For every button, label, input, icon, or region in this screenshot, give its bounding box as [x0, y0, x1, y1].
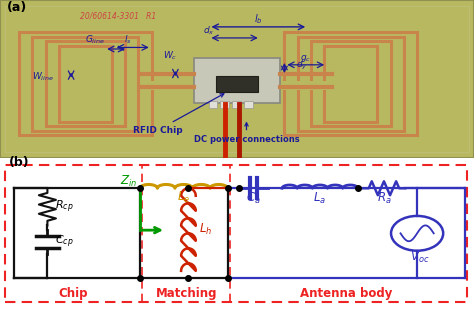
Bar: [298, 37, 404, 131]
Bar: [232, 101, 241, 108]
Text: Antenna body: Antenna body: [300, 287, 392, 300]
Text: $W_{line}$: $W_{line}$: [32, 70, 54, 82]
Bar: [209, 101, 217, 108]
Bar: [5, 165, 467, 302]
Text: $l_b$: $l_b$: [254, 12, 263, 26]
Text: $W_c$: $W_c$: [164, 50, 178, 62]
Bar: [311, 41, 391, 126]
Text: $Z_{in}$: $Z_{in}$: [120, 174, 137, 189]
Text: $R_a$: $R_a$: [377, 191, 391, 206]
Text: $L_a$: $L_a$: [313, 191, 327, 206]
Text: $G_{line}$: $G_{line}$: [85, 34, 105, 46]
Bar: [59, 46, 112, 122]
Bar: [19, 33, 152, 135]
Text: $L_e$: $L_e$: [177, 190, 190, 205]
Text: $d_x$: $d_x$: [203, 24, 214, 37]
Text: $V_{oc}$: $V_{oc}$: [410, 250, 429, 265]
Text: (a): (a): [7, 1, 27, 14]
Text: (b): (b): [9, 156, 29, 169]
Text: $C_a$: $C_a$: [246, 191, 261, 206]
Text: $g_c$: $g_c$: [300, 53, 311, 64]
Bar: [284, 33, 417, 135]
Text: Matching: Matching: [155, 287, 217, 300]
Bar: [32, 37, 138, 131]
Text: $C_{cp}$: $C_{cp}$: [55, 234, 73, 250]
Text: $R_{cp}$: $R_{cp}$: [55, 199, 73, 215]
Text: Chip: Chip: [59, 287, 88, 300]
Text: $l_s$: $l_s$: [124, 34, 132, 46]
Bar: [194, 59, 280, 103]
Text: RFID Chip: RFID Chip: [133, 94, 224, 135]
Bar: [216, 76, 258, 92]
Text: $L_h$: $L_h$: [199, 222, 212, 237]
Bar: [324, 46, 377, 122]
Text: $d_y$: $d_y$: [296, 60, 308, 73]
Bar: [46, 41, 125, 126]
Bar: [142, 81, 332, 90]
Bar: [244, 101, 253, 108]
Text: 20/60614-3301   R1: 20/60614-3301 R1: [81, 12, 156, 21]
Text: DC power connections: DC power connections: [194, 123, 299, 144]
Bar: [220, 101, 229, 108]
